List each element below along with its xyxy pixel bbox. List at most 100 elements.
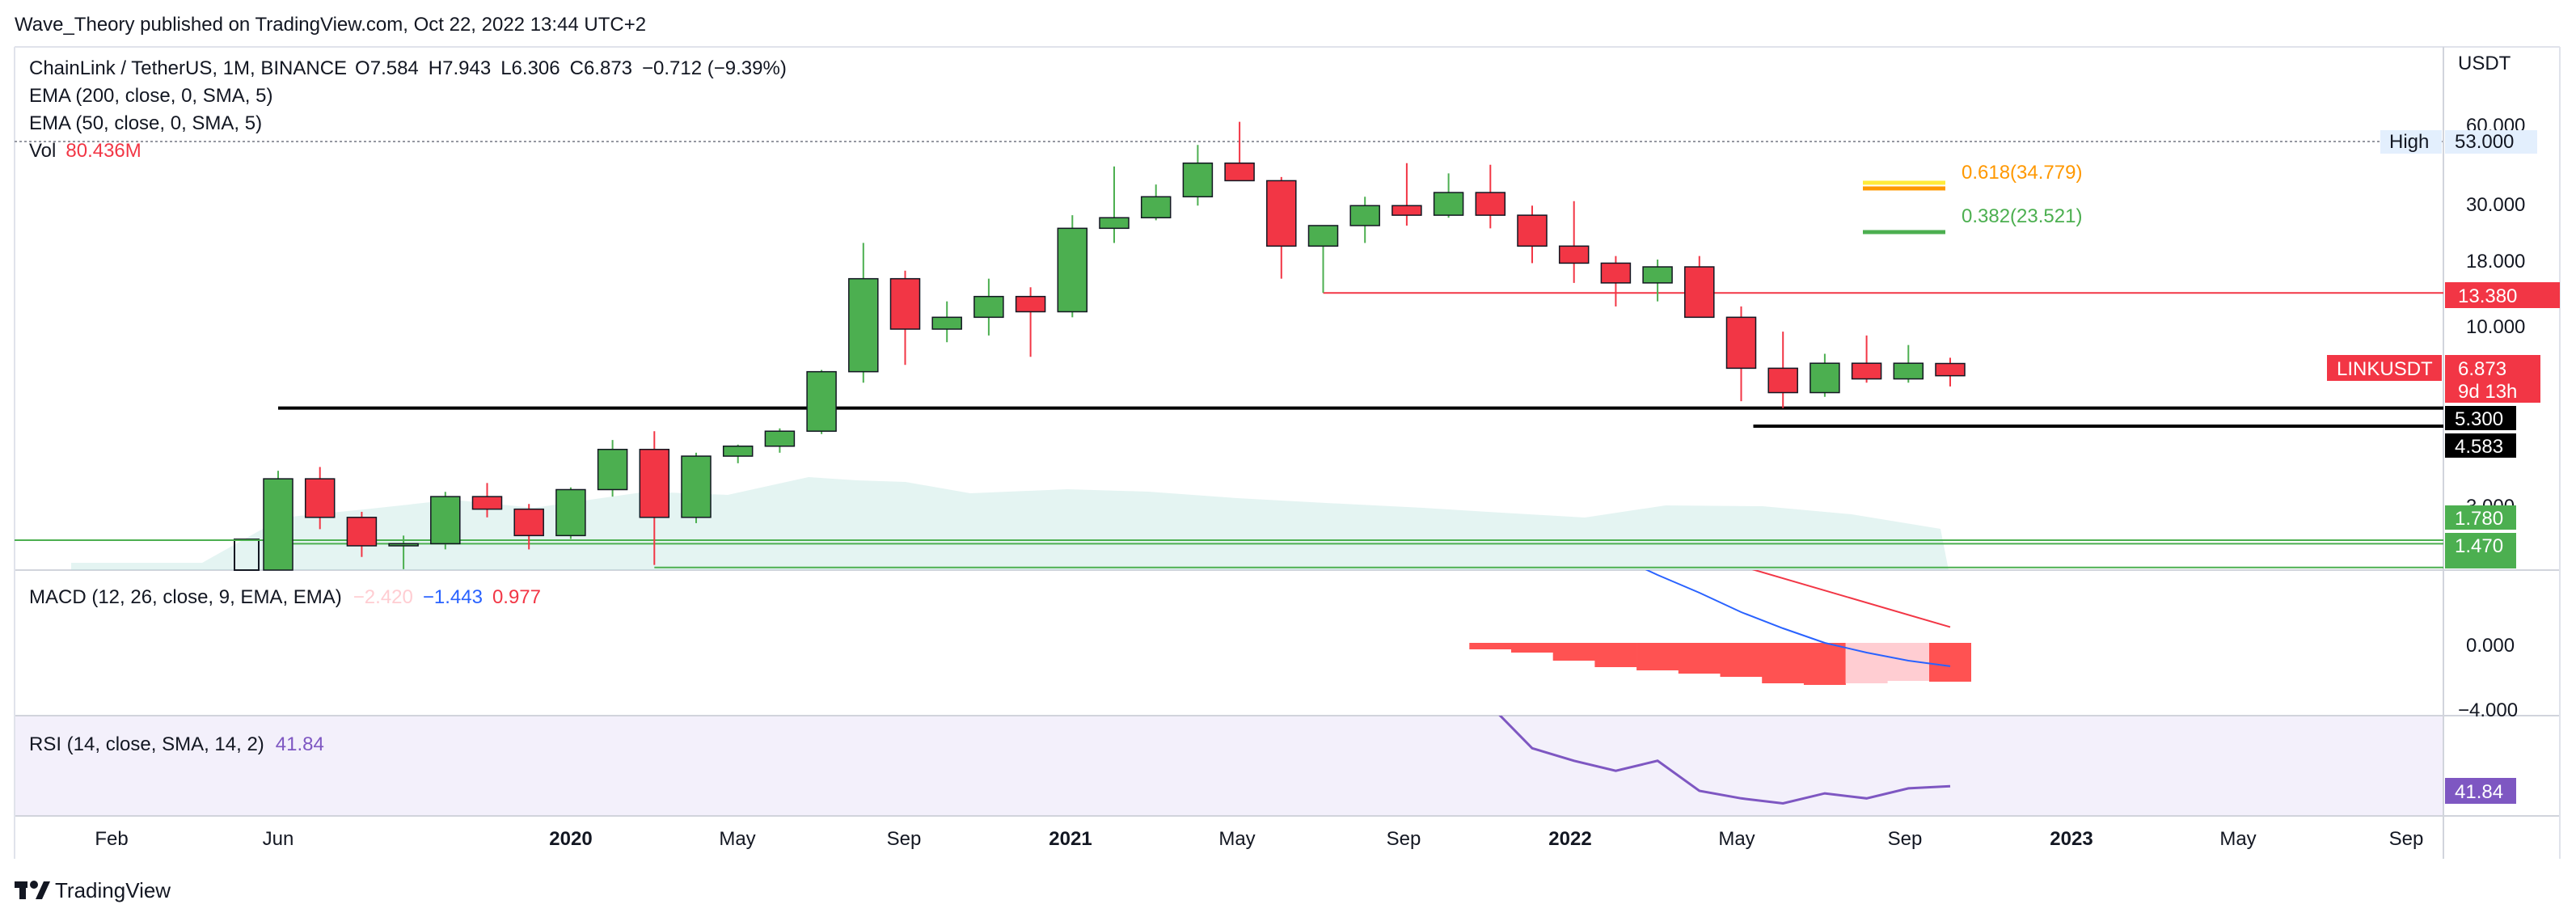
candle-body: [1893, 362, 1924, 380]
candle-body: [430, 496, 461, 545]
candle: [889, 270, 921, 366]
candle: [1349, 196, 1380, 243]
macd-histogram-bar: [1469, 643, 1512, 649]
currency-label: USDT: [2458, 53, 2511, 74]
high-value-box: [2445, 130, 2537, 154]
candle-body: [1057, 227, 1088, 313]
time-label-may-2021: May: [1218, 828, 1255, 850]
candle: [806, 370, 837, 434]
candle: [555, 487, 586, 539]
candle-body: [388, 543, 419, 547]
candlesticks: [263, 121, 1966, 571]
symbol-tag: LINKUSDT: [2337, 358, 2433, 380]
macd-tick-0: 0.000: [2466, 635, 2515, 657]
green-1-label: 1.780: [2455, 508, 2503, 530]
ema200-legend[interactable]: EMA (200, close, 0, SMA, 5): [29, 85, 272, 107]
candle: [1851, 335, 1882, 383]
macd-histogram-bar: [1636, 643, 1679, 670]
candle: [848, 243, 879, 383]
last-price-box: [2445, 355, 2540, 403]
candle: [1015, 287, 1046, 357]
rsi-legend[interactable]: RSI (14, close, SMA, 14, 2) 41.84: [29, 733, 324, 755]
candle: [1224, 121, 1255, 182]
rsi-tag-box: [2445, 778, 2516, 804]
candle: [388, 535, 419, 569]
candle: [1725, 306, 1757, 402]
price-tick-10: 10.000: [2466, 316, 2525, 338]
candle-body: [806, 370, 837, 432]
macd-legend[interactable]: MACD (12, 26, close, 9, EMA, EMA) −2.420−…: [29, 586, 541, 608]
green-2-box: [2445, 533, 2516, 568]
candle-body: [1182, 163, 1214, 198]
candle-body: [931, 316, 962, 330]
candle: [1810, 353, 1840, 397]
rsi-line: [1498, 716, 1951, 805]
macd-content: [1469, 570, 1971, 685]
candle-body: [1810, 362, 1840, 394]
candle: [1182, 145, 1214, 206]
high-label: High: [2389, 131, 2429, 153]
candle-body: [471, 496, 503, 510]
macd-histogram-bar: [1720, 643, 1763, 677]
candle: [1475, 164, 1506, 229]
rsi-pane: [1498, 716, 1951, 805]
time-label-feb-2019: Feb: [95, 828, 128, 850]
candle-body: [1725, 316, 1757, 370]
candle: [263, 471, 293, 571]
candle-body: [597, 449, 628, 491]
candle: [1266, 176, 1297, 279]
time-label-2020: 2020: [549, 828, 592, 850]
rsi-label: RSI (14, close, SMA, 14, 2): [29, 733, 264, 755]
rsi-value: 41.84: [276, 733, 324, 755]
candle-body: [681, 455, 712, 518]
candle-body: [1684, 266, 1715, 319]
candle-body: [1433, 192, 1464, 216]
candle-body: [1266, 180, 1297, 247]
candle-body: [722, 446, 754, 457]
macd-histogram-bar: [1762, 643, 1805, 683]
time-label-may-2023: May: [2219, 828, 2256, 850]
vol-legend[interactable]: Vol 80.436M: [29, 140, 141, 162]
candle-body: [1099, 217, 1130, 230]
close-label: C: [570, 57, 584, 79]
macd-histogram-bar: [1678, 643, 1721, 674]
vol-label: Vol: [29, 140, 56, 162]
volume-area-shape: [71, 477, 1949, 570]
candle-body: [1224, 163, 1255, 182]
candle: [722, 444, 754, 463]
price-tick-30: 30.000: [2466, 194, 2525, 216]
time-label-sep-2022: Sep: [1888, 828, 1923, 850]
time-label-2023: 2023: [2050, 828, 2092, 850]
macd-label: MACD (12, 26, close, 9, EMA, EMA): [29, 586, 342, 608]
tradingview-logo-icon: [15, 881, 50, 899]
candle-body: [346, 517, 378, 547]
candle: [471, 483, 503, 518]
macd-pane: [1469, 570, 1971, 685]
support-2-box: [2445, 433, 2516, 458]
symbol-legend: ChainLink / TetherUS, 1M, BINANCE O7.584 H…: [29, 57, 787, 79]
macd-line-value: −1.443: [423, 586, 483, 608]
candle: [1642, 259, 1673, 302]
time-axis: Feb Jun 2020 May Sep 2021 May Sep 2022 M…: [95, 828, 2423, 850]
rsi-content: [1498, 716, 1951, 805]
support-1-label: 5.300: [2455, 408, 2503, 430]
countdown: 9d 13h: [2458, 381, 2517, 403]
candle: [639, 431, 670, 565]
time-label-jun-2019: Jun: [263, 828, 294, 850]
candle-body: [555, 488, 586, 537]
candle-body: [848, 277, 879, 373]
candle: [973, 278, 1004, 336]
candle-body: [1600, 262, 1632, 284]
price-tick-18: 18.000: [2466, 251, 2525, 273]
macd-histogram-bar: [1552, 643, 1595, 661]
time-label-sep-2023: Sep: [2389, 828, 2424, 850]
close-value: 6.873: [584, 57, 632, 79]
tradingview-logo[interactable]: TradingView: [15, 878, 171, 902]
time-label-2022: 2022: [1548, 828, 1591, 850]
candle-body: [263, 478, 293, 571]
candle-body: [889, 277, 921, 330]
candle: [1099, 166, 1130, 243]
ema50-legend[interactable]: EMA (50, close, 0, SMA, 5): [29, 112, 262, 134]
candle-body: [1517, 214, 1548, 247]
